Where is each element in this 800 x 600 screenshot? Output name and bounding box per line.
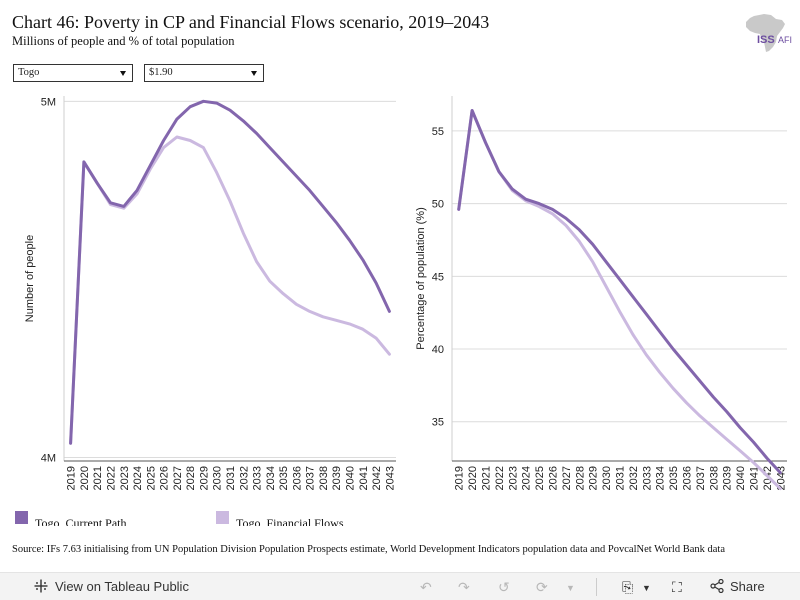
x-tick-label: 2028 (574, 466, 586, 490)
series-line-financial-flows (457, 109, 782, 491)
download-dropdown-chevron-icon[interactable]: ▼ (642, 583, 651, 593)
page-title: Chart 46: Poverty in CP and Financial Fl… (12, 12, 490, 32)
y-axis-title: Percentage of population (%) (415, 207, 427, 349)
x-tick-label: 2035 (668, 466, 680, 490)
x-tick-label: 2037 (305, 466, 317, 490)
logo-afi-text: AFI (778, 35, 792, 45)
share-button[interactable]: Share (710, 578, 765, 594)
y-tick-label: 35 (432, 417, 444, 429)
poverty-line-dropdown[interactable]: $1.90 (144, 64, 264, 82)
x-tick-label: 2040 (345, 466, 357, 490)
refresh-dropdown-chevron-icon[interactable]: ▼ (566, 583, 575, 593)
legend-item-financial-flows[interactable]: Togo, Financial Flows (216, 510, 344, 526)
x-tick-label: 2033 (252, 466, 264, 490)
page-subtitle: Millions of people and % of total popula… (12, 34, 235, 48)
undo-icon[interactable]: ↶ (420, 579, 432, 595)
x-tick-label: 2025 (145, 466, 157, 490)
series-line-current-path (69, 99, 391, 445)
x-tick-label: 2031 (225, 466, 237, 490)
x-tick-label: 2032 (238, 466, 250, 490)
x-tick-label: 2027 (561, 466, 573, 490)
x-tick-label: 2019 (454, 466, 466, 490)
x-tick-label: 2019 (66, 466, 78, 490)
tableau-logo-icon (34, 579, 48, 593)
y-tick-label: 50 (432, 199, 444, 211)
y-tick-label: 45 (432, 271, 444, 283)
x-tick-label: 2031 (615, 466, 627, 490)
x-tick-label: 2033 (641, 466, 653, 490)
x-tick-label: 2021 (481, 466, 493, 490)
x-tick-label: 2021 (92, 466, 104, 490)
refresh-icon[interactable]: ⟳ (536, 579, 548, 595)
x-tick-label: 2029 (588, 466, 600, 490)
y-tick-label: 4M (41, 452, 56, 464)
legend-swatch-current-path (15, 511, 28, 524)
country-dropdown[interactable]: Togo (13, 64, 133, 82)
chart-panel-1: 4M 5M 2019 2020 2021 2022 2023 2024 2025 2026 2027… (24, 96, 396, 490)
x-tick-label: 2023 (119, 466, 131, 490)
series-line-current-path (457, 109, 782, 475)
y-tick-label: 40 (432, 344, 444, 356)
fullscreen-icon[interactable]: ⛶ (672, 579, 682, 595)
x-tick-label: 2020 (79, 466, 91, 490)
x-tick-label: 2040 (735, 466, 747, 490)
iss-afi-logo: ISS AFI (738, 12, 794, 54)
x-tick-label: 2032 (628, 466, 640, 490)
x-tick-label: 2038 (318, 466, 330, 490)
x-tick-label: 2029 (198, 466, 210, 490)
x-tick-label: 2039 (331, 466, 343, 490)
x-tick-label: 2022 (105, 466, 117, 490)
x-tick-label: 2035 (278, 466, 290, 490)
x-tick-label: 2036 (682, 466, 694, 490)
toolbar-divider (596, 578, 597, 596)
y-tick-label: 5M (41, 96, 56, 108)
x-tick-label: 2039 (722, 466, 734, 490)
y-tick-label: 55 (432, 126, 444, 138)
logo-iss-text: ISS (757, 34, 775, 46)
country-dropdown-value: Togo (18, 67, 40, 78)
x-tick-label: 2028 (185, 466, 197, 490)
x-tick-label: 2038 (708, 466, 720, 490)
x-tick-label: 2026 (159, 466, 171, 490)
x-tick-label: 2025 (534, 466, 546, 490)
poverty-line-dropdown-value: $1.90 (149, 67, 173, 78)
x-tick-label: 2020 (467, 466, 479, 490)
legend-swatch-financial-flows (216, 511, 229, 524)
x-tick-label: 2026 (548, 466, 560, 490)
x-tick-label: 2022 (494, 466, 506, 490)
chevron-down-icon (120, 71, 126, 76)
x-tick-label: 2034 (655, 466, 667, 490)
download-icon[interactable]: ⎘ (622, 579, 634, 595)
x-tick-label: 2043 (384, 466, 396, 490)
legend-item-current-path[interactable]: Togo, Current Path (15, 510, 126, 526)
x-tick-label: 2024 (132, 466, 144, 490)
x-tick-label: 2037 (695, 466, 707, 490)
revert-icon[interactable]: ↺ (498, 579, 510, 595)
x-tick-label: 2030 (601, 466, 613, 490)
source-note: Source: IFs 7.63 initialising from UN Po… (12, 544, 725, 555)
share-icon (710, 578, 724, 594)
africa-map-icon: ISS AFI (746, 14, 792, 52)
x-tick-label: 2023 (507, 466, 519, 490)
x-tick-label: 2036 (291, 466, 303, 490)
x-tick-label: 2034 (265, 466, 277, 490)
tableau-toolbar: View on Tableau Public ↶ ↷ ↺ ⟳ ▼ ⎘ ▼ ⛶ S… (0, 572, 800, 600)
view-on-tableau-button[interactable]: View on Tableau Public (34, 579, 189, 594)
redo-icon[interactable]: ↷ (458, 579, 470, 595)
x-tick-label: 2024 (521, 466, 533, 490)
x-tick-label: 2041 (749, 466, 761, 490)
series-line-financial-flows (69, 135, 391, 445)
share-label: Share (730, 579, 765, 594)
x-tick-label: 2027 (172, 466, 184, 490)
chevron-down-icon (251, 71, 257, 76)
x-tick-label: 2042 (371, 466, 383, 490)
legend-label-financial-flows: Togo, Financial Flows (236, 516, 344, 526)
legend-label-current-path: Togo, Current Path (35, 516, 127, 526)
y-axis-title: Number of people (24, 235, 36, 322)
x-tick-label: 2030 (212, 466, 224, 490)
view-on-tableau-label: View on Tableau Public (55, 579, 189, 594)
x-tick-label: 2041 (358, 466, 370, 490)
